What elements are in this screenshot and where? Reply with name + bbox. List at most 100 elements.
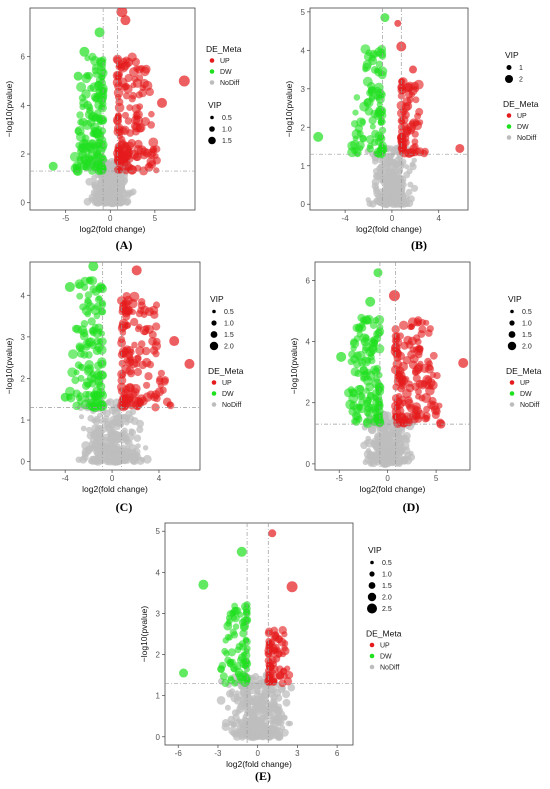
legend-label-nodiff: NoDiff: [517, 135, 536, 142]
up-point: [124, 321, 132, 329]
up-point: [113, 127, 123, 137]
nodiff-point: [411, 157, 417, 163]
dw-point: [73, 369, 80, 376]
dw-point: [96, 160, 105, 169]
up-point: [400, 341, 409, 350]
dw-point: [87, 317, 96, 326]
dw-point: [95, 125, 103, 133]
dw-point: [366, 392, 375, 401]
dw-point: [76, 292, 84, 300]
dw-point: [229, 658, 236, 666]
dw-point: [223, 621, 233, 631]
y-axis-title: −log10(pvalue): [284, 81, 294, 138]
up-point: [400, 107, 408, 116]
dw-point: [64, 281, 75, 292]
dw-point: [97, 357, 107, 367]
nodiff-legend-marker: [509, 402, 515, 407]
volcano-svg: -5 0 5 0 2 4 6 log2(fold change) −log10(pvalue) V…: [289, 261, 542, 494]
up-point: [141, 346, 151, 356]
nodiff-point: [373, 197, 381, 205]
up-legend-marker: [369, 642, 375, 648]
dw-point: [368, 95, 376, 103]
panel-label-b: (B): [411, 238, 427, 252]
dw-point: [232, 623, 240, 630]
dw-point: [223, 650, 230, 657]
up-point: [286, 581, 298, 593]
up-point: [139, 78, 149, 89]
up-point: [418, 325, 427, 334]
nodiff-point: [130, 417, 139, 425]
dw-point: [377, 118, 384, 126]
nodiff-legend-marker: [506, 135, 512, 140]
nodiff-point: [411, 184, 419, 192]
dw-point: [218, 661, 227, 670]
y-axis-title: −log10(pvalue): [139, 606, 149, 663]
dw-point: [86, 103, 94, 111]
nodiff-point: [381, 198, 388, 206]
dw-point: [362, 66, 369, 73]
legend-label-dw: DW: [222, 391, 234, 398]
legend-label-nodiff: NoDiff: [380, 665, 399, 672]
up-legend-marker: [211, 380, 217, 385]
nodiff-point: [102, 192, 110, 200]
dw-point: [352, 109, 359, 116]
dw-point: [373, 330, 382, 339]
nodiff-point: [397, 447, 405, 455]
nodiff-point: [91, 429, 100, 439]
legend-label-nodiff: NoDiff: [520, 402, 539, 409]
nodiff-point: [374, 433, 383, 442]
x-axis-title: log2(fold change): [360, 484, 426, 494]
nodiff-point: [406, 168, 413, 175]
up-point: [415, 351, 423, 359]
up-point: [141, 64, 151, 74]
dw-point: [86, 142, 96, 152]
dw-point: [365, 411, 372, 418]
dw-point: [239, 659, 249, 669]
dw-point: [352, 135, 359, 142]
dw-point: [85, 402, 94, 410]
x-tick-label: 0: [385, 474, 390, 483]
up-point: [144, 372, 153, 381]
volcano-svg: -6 -3 0 3 6 0 1 2 3 4 5 log2(fold change) −log10(pva…: [139, 522, 402, 769]
y-tick-label: 5: [301, 8, 306, 17]
dw-point: [372, 317, 380, 324]
nodiff-point: [253, 695, 262, 704]
dw-point: [347, 358, 355, 366]
nodiff-point: [75, 456, 83, 463]
nodiff-point: [281, 715, 288, 721]
vip-size-marker: [507, 341, 517, 351]
dw-point: [69, 151, 80, 162]
legend-label-up: UP: [222, 380, 232, 387]
up-point: [149, 305, 159, 315]
nodiff-point: [227, 715, 236, 724]
up-point: [126, 104, 134, 111]
y-tick-label: 4: [21, 291, 26, 300]
nodiff-point: [265, 732, 272, 739]
up-point: [133, 114, 140, 121]
dw-point: [313, 131, 324, 142]
dw-point: [83, 72, 91, 80]
dw-point: [373, 268, 383, 278]
y-tick-label: 3: [301, 85, 306, 94]
x-tick-label: -6: [175, 749, 183, 758]
nodiff-point: [401, 435, 410, 443]
dw-point: [239, 623, 249, 632]
y-tick-label: 3: [21, 333, 26, 342]
y-tick-label: 1: [156, 692, 161, 701]
nodiff-point: [282, 690, 291, 699]
legend-label-dw: DW: [517, 124, 529, 131]
x-axis-title: log2(fold change): [356, 224, 422, 234]
dw-point: [356, 404, 363, 411]
dw-point: [378, 91, 386, 99]
up-point: [131, 341, 138, 349]
y-tick-label: 0: [306, 460, 311, 469]
dw-point: [365, 296, 376, 307]
y-tick-label: 5: [156, 527, 161, 536]
dw-point: [67, 367, 78, 378]
nodiff-point: [258, 708, 265, 715]
up-point: [411, 130, 419, 138]
de-legend-title: DE_Meta: [506, 366, 542, 376]
nodiff-point: [81, 454, 89, 462]
up-point: [184, 358, 195, 369]
